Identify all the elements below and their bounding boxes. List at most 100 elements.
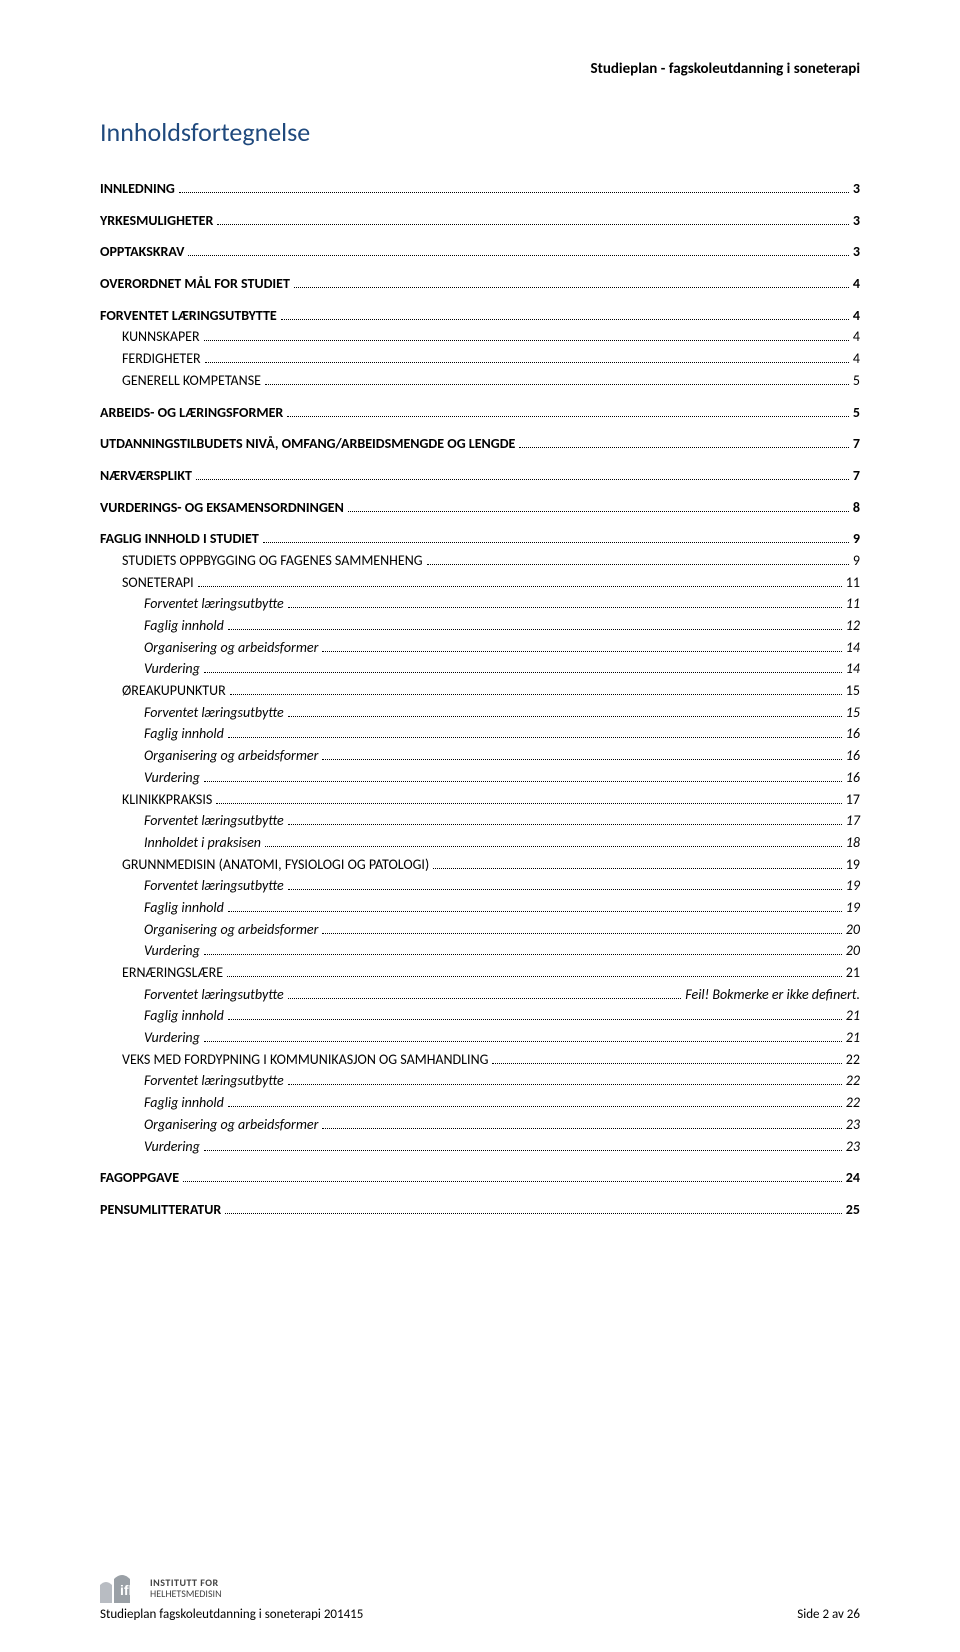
toc-leader-dots [198,575,842,587]
toc-leader-dots [288,878,842,890]
toc-entry[interactable]: Vurdering21 [144,1027,860,1049]
toc-leader-dots [196,468,849,480]
toc-entry[interactable]: FERDIGHETER4 [122,348,860,370]
toc-entry-label: Organisering og arbeidsformer [144,919,318,941]
toc-entry-label: Forventet læringsutbytte [144,810,284,832]
toc-entry-page: 16 [846,723,860,745]
toc-leader-dots [263,531,849,543]
toc-leader-dots [294,276,849,288]
toc-entry-label: VEKS MED FORDYPNING I KOMMUNIKASJON OG S… [122,1049,488,1071]
toc-entry-label: Vurdering [144,940,200,962]
toc-entry[interactable]: Faglig innhold19 [144,897,860,919]
toc-entry-page: 3 [853,178,860,200]
toc-entry-page: 4 [853,273,860,295]
toc-entry-label: GENERELL KOMPETANSE [122,370,261,392]
toc-leader-dots [288,813,842,825]
toc-leader-dots [227,965,842,977]
toc-entry[interactable]: Forventet læringsutbytteFeil! Bokmerke e… [144,984,860,1006]
toc-entry[interactable]: ARBEIDS- OG LÆRINGSFORMER5 [100,402,860,424]
toc-entry[interactable]: SONETERAPI 11 [122,572,860,594]
toc-entry[interactable]: STUDIETS OPPBYGGING OG FAGENES SAMMENHEN… [122,550,860,572]
toc-entry[interactable]: FAGOPPGAVE24 [100,1167,860,1189]
toc-entry[interactable]: Forventet læringsutbytte 11 [144,593,860,615]
toc-entry[interactable]: KLINIKKPRAKSIS17 [122,789,860,811]
toc-entry[interactable]: ØREAKUPUNKTUR15 [122,680,860,702]
page-header: Studieplan - fagskoleutdanning i soneter… [100,60,860,78]
toc-entry-label: OVERORDNET MÅL FOR STUDIET [100,273,290,295]
toc-leader-dots [204,1030,842,1042]
toc-entry-label: Forventet læringsutbytte [144,702,284,724]
toc-entry[interactable]: GENERELL KOMPETANSE5 [122,370,860,392]
toc-entry[interactable]: Vurdering16 [144,767,860,789]
toc-leader-dots [288,1074,842,1086]
toc-leader-dots [519,436,849,448]
toc-leader-dots [225,1202,842,1214]
toc-entry-page: 7 [853,465,860,487]
toc-entry[interactable]: Organisering og arbeidsformer14 [144,637,860,659]
toc-entry[interactable]: Forventet læringsutbytte19 [144,875,860,897]
toc-entry[interactable]: Faglig innhold22 [144,1092,860,1114]
toc-entry-label: STUDIETS OPPBYGGING OG FAGENES SAMMENHEN… [122,550,423,572]
toc-entry[interactable]: OVERORDNET MÅL FOR STUDIET 4 [100,273,860,295]
footer-doc-title: Studieplan fagskoleutdanning i soneterap… [100,1607,363,1622]
toc-entry-label: SONETERAPI [122,572,194,594]
toc-entry[interactable]: NÆRVÆRSPLIKT7 [100,465,860,487]
toc-leader-dots [183,1170,842,1182]
toc-entry[interactable]: Forventet læringsutbytte17 [144,810,860,832]
toc-entry-page: 22 [846,1049,860,1071]
toc-leader-dots [433,857,842,869]
toc-entry[interactable]: Faglig innhold12 [144,615,860,637]
toc-entry[interactable]: ERNÆRINGSLÆRE21 [122,962,860,984]
toc-entry-label: VURDERINGS- OG EKSAMENSORDNINGEN [100,497,344,519]
toc-entry-label: Faglig innhold [144,615,224,637]
toc-entry-page: 19 [846,897,860,919]
toc-entry-label: Innholdet i praksisen [144,832,261,854]
toc-leader-dots [228,618,842,630]
toc-entry[interactable]: Faglig innhold16 [144,723,860,745]
toc-entry[interactable]: PENSUMLITTERATUR25 [100,1199,860,1221]
toc-leader-dots [348,500,849,512]
toc-entry[interactable]: Organisering og arbeidsformer 20 [144,919,860,941]
toc-entry-label: Forventet læringsutbytte [144,593,284,615]
toc-leader-dots [204,1139,842,1151]
toc-entry-label: FAGOPPGAVE [100,1167,179,1189]
toc-entry-page: 11 [846,593,860,615]
toc-entry-label: FAGLIG INNHOLD I STUDIET [100,528,259,550]
toc-entry-label: INNLEDNING [100,178,175,200]
toc-leader-dots [216,792,842,804]
toc-entry-label: Vurdering [144,1027,200,1049]
toc-leader-dots [322,640,841,652]
toc-entry[interactable]: Forventet læringsutbytte22 [144,1070,860,1092]
toc-entry[interactable]: Organisering og arbeidsformer23 [144,1114,860,1136]
toc-entry-label: KUNNSKAPER [122,326,200,348]
toc-leader-dots [205,351,849,363]
toc-entry[interactable]: Innholdet i praksisen18 [144,832,860,854]
toc-entry-page: 11 [846,572,860,594]
toc-entry-page: 20 [846,919,860,941]
toc-entry[interactable]: Vurdering23 [144,1136,860,1158]
toc-entry-label: Forventet læringsutbytte [144,1070,284,1092]
toc-entry[interactable]: VEKS MED FORDYPNING I KOMMUNIKASJON OG S… [122,1049,860,1071]
toc-entry[interactable]: OPPTAKSKRAV3 [100,241,860,263]
toc-entry[interactable]: FAGLIG INNHOLD I STUDIET 9 [100,528,860,550]
toc-entry-page: 8 [853,497,860,519]
toc-entry[interactable]: INNLEDNING 3 [100,178,860,200]
toc-entry[interactable]: Faglig innhold21 [144,1005,860,1027]
toc-leader-dots [228,1095,842,1107]
logo-mark-icon: ifh [100,1573,142,1603]
toc-entry[interactable]: FORVENTET LÆRINGSUTBYTTE4 [100,305,860,327]
toc-entry[interactable]: Organisering og arbeidsformer16 [144,745,860,767]
toc-entry[interactable]: YRKESMULIGHETER3 [100,210,860,232]
toc-leader-dots [288,596,842,608]
toc-entry-page: 4 [853,305,860,327]
toc-entry-page: 9 [853,528,860,550]
toc-entry[interactable]: KUNNSKAPER4 [122,326,860,348]
toc-entry[interactable]: Forventet læringsutbytte15 [144,702,860,724]
toc-leader-dots [204,770,842,782]
toc-entry[interactable]: GRUNNMEDISIN (ANATOMI, FYSIOLOGI OG PATO… [122,854,860,876]
page-footer: ifh INSTITUTT FOR HELHETSMEDISIN Studiep… [100,1573,860,1622]
toc-entry[interactable]: Vurdering14 [144,658,860,680]
toc-entry[interactable]: Vurdering20 [144,940,860,962]
toc-entry[interactable]: VURDERINGS- OG EKSAMENSORDNINGEN 8 [100,497,860,519]
toc-entry[interactable]: UTDANNINGSTILBUDETS NIVÅ, OMFANG/ARBEIDS… [100,433,860,455]
